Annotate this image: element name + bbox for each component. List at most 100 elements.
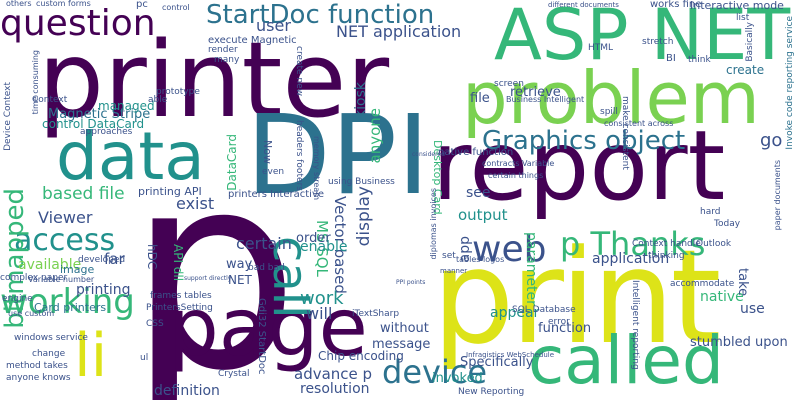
word-use: use <box>740 302 765 316</box>
word-support-directly: support directly <box>184 276 231 282</box>
word-different-documents: different documents <box>548 2 619 9</box>
word-SQL-Database: SQL Database <box>512 306 576 315</box>
word-iTextSharp: iTextSharp <box>352 310 399 319</box>
word-certain-things: certain things <box>488 172 543 180</box>
word-consistent-across: consistent across <box>604 120 673 128</box>
word-Device-Context: Device Context <box>4 82 13 151</box>
word-Interactive-mode: Interactive mode <box>690 0 784 11</box>
word-New-Reporting: New Reporting <box>458 388 524 397</box>
word-API-dll: API dll <box>172 244 184 281</box>
word-without: without <box>380 322 429 335</box>
word-complex-paper: complex paper <box>0 274 67 283</box>
word-hDC: hDC <box>146 244 158 269</box>
word-Now: Now <box>262 140 273 164</box>
word-Chip-encoding: Chip encoding <box>318 350 404 362</box>
word-certain: certain <box>236 236 292 252</box>
word-tables-logos: tables logos <box>456 256 504 264</box>
word-create: create <box>726 64 764 76</box>
word-error: error <box>548 318 570 327</box>
word-native-function: native function <box>438 148 513 158</box>
word-think: think <box>688 56 711 65</box>
word-Invoke-code: Invoke code reporting service <box>786 16 795 150</box>
word-go: go <box>760 132 782 150</box>
word-based-file: based file <box>42 186 125 203</box>
word-take: take <box>736 268 749 296</box>
word-kiosk: kiosk <box>354 82 368 118</box>
word-advance-p: advance p <box>294 367 372 382</box>
word-resolution: resolution <box>300 382 370 396</box>
word-pc: pc <box>136 0 148 10</box>
word-PPI-points: PPI points <box>396 280 425 286</box>
word-printers-Interactive: printers Interactive <box>228 190 324 200</box>
word-printing-API: printing API <box>138 186 202 197</box>
word-Context-handle: Context handle <box>632 240 701 249</box>
word-Gdi32-StartDoc: Gdi32 StartDoc <box>256 298 266 375</box>
word-Today: Today <box>714 220 740 229</box>
word-frames-tables: frames tables <box>150 292 212 301</box>
word-CSS: CSS <box>146 320 164 329</box>
word-bad-bad: bad bad <box>248 264 285 273</box>
word-stumbled-upon: stumbled upon <box>690 336 788 349</box>
word-works-fine: works fine <box>650 0 701 10</box>
word-Business-Intelligent: Business Intelligent <box>506 96 584 104</box>
word-spill: spill <box>600 108 618 117</box>
word-will: will <box>306 306 332 322</box>
word-invoked: invoked <box>432 372 483 385</box>
word-using-Business: using Business <box>328 178 395 187</box>
word-PrintersSetting: PrintersSetting <box>146 304 213 313</box>
word-file: file <box>470 92 490 105</box>
word-create-new: create new <box>294 46 303 96</box>
word-accommodate: accommodate <box>670 280 734 289</box>
word-ul: ul <box>140 354 148 363</box>
word-make-consistent: make consistent <box>620 96 629 170</box>
word-parameter: parameter <box>524 232 538 306</box>
word-Outlook: Outlook <box>696 240 731 249</box>
word-anyone: anyone <box>368 108 383 164</box>
word-DataCard: DataCard <box>226 134 238 191</box>
word-Basically: Basically <box>746 22 755 62</box>
word-NET-application: NET application <box>336 24 461 40</box>
word-Intelligent-reporting: Intelligent reporting <box>630 280 639 370</box>
word-screen: screen <box>494 80 524 89</box>
word-output: output <box>458 208 507 223</box>
word-display: display <box>356 186 373 246</box>
word-Context: Context <box>32 96 67 105</box>
word-hard: hard <box>700 208 720 217</box>
word-paper-documents: paper documents <box>774 160 782 230</box>
word-Viewer: Viewer <box>38 210 92 226</box>
word-stretch: stretch <box>642 38 673 47</box>
word-manner: manner <box>440 268 467 275</box>
word-set: set <box>442 252 456 261</box>
word-Infragistics: Infragistics WebSchedule <box>466 352 554 359</box>
word-memory-stream: memory stream <box>312 136 320 200</box>
word-use-custom: use custom <box>8 310 54 318</box>
word-change: change <box>32 350 65 359</box>
word-see: see <box>466 186 491 200</box>
word-considered: considered <box>412 152 445 158</box>
word-printing: printing <box>76 283 131 297</box>
word-question: question <box>0 6 156 42</box>
word-even: even <box>262 168 284 177</box>
word-thinking: thinking <box>648 252 685 261</box>
word-headers-footers: headers footers <box>294 120 303 191</box>
word-enable: enable <box>300 240 347 254</box>
word-developed: developed <box>78 256 125 265</box>
word-NET: NET <box>228 274 252 286</box>
word-Crystal: Crystal <box>218 370 250 379</box>
word-managed: managed <box>98 100 155 112</box>
word-render: render <box>208 46 238 55</box>
word-contracts-Variable: contracts Variable <box>482 160 554 168</box>
word-control: control <box>162 4 190 12</box>
word-user: user <box>256 18 291 34</box>
word-method-takes: method takes <box>6 362 68 371</box>
word-windows-service: windows service <box>14 334 88 343</box>
word-BI: BI <box>666 54 676 64</box>
word-engine: engine <box>2 295 33 304</box>
word-exist: exist <box>176 196 214 212</box>
word-definition: definition <box>154 384 220 398</box>
word-HTML: HTML <box>588 44 613 53</box>
word-custom-forms: custom forms <box>36 0 91 8</box>
word-approaches: approaches <box>80 128 132 137</box>
word-able: able <box>148 96 167 105</box>
